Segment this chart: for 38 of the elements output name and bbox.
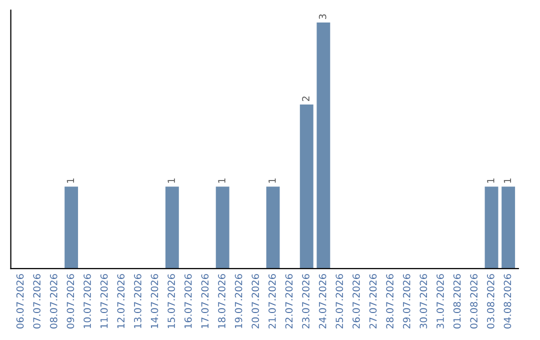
data-label: 3 — [318, 14, 326, 19]
x-tick-label: 14.07.2026 — [150, 274, 158, 328]
x-tick-label: 19.07.2026 — [234, 274, 242, 328]
x-tick-label: 27.07.2026 — [369, 274, 377, 328]
x-tick-label: 18.07.2026 — [218, 274, 226, 328]
data-label: 1 — [218, 178, 226, 183]
x-tick-label: 03.08.2026 — [486, 274, 494, 328]
x-tick-label: 04.08.2026 — [504, 274, 512, 328]
x-tick-label: 02.08.2026 — [470, 274, 478, 328]
data-label: 1 — [504, 178, 511, 183]
x-tick-label: 21.07.2026 — [268, 274, 276, 328]
x-tick-label: 25.07.2026 — [336, 274, 344, 328]
x-tick-label: 11.07.2026 — [100, 274, 108, 328]
x-tick-label: 06.07.2026 — [16, 274, 24, 328]
x-tick-label: 22.07.2026 — [285, 274, 293, 328]
x-tick-label: 23.07.2026 — [302, 274, 310, 328]
x-tick-label: 30.07.2026 — [420, 274, 428, 328]
x-tick-label: 20.07.2026 — [252, 274, 260, 328]
data-label: 2 — [302, 96, 310, 102]
x-tick-label: 07.07.2026 — [33, 274, 41, 328]
x-tick-label: 15.07.2026 — [168, 274, 175, 328]
x-tick-label: 10.07.2026 — [84, 274, 91, 328]
data-label: 1 — [268, 178, 276, 183]
x-tick-label: 01.08.2026 — [453, 274, 461, 328]
x-tick-label: 13.07.2026 — [134, 274, 142, 328]
x-tick-label: 17.07.2026 — [201, 274, 209, 328]
x-tick-label: 12.07.2026 — [117, 274, 125, 328]
x-tick-label: 28.07.2026 — [386, 274, 394, 328]
data-label: 1 — [66, 178, 74, 183]
data-label: 1 — [487, 178, 494, 183]
x-tick-label: 08.07.2026 — [50, 274, 58, 328]
x-tick-label: 31.07.2026 — [436, 274, 444, 328]
x-tick-label: 09.07.2026 — [66, 274, 74, 328]
data-label: 1 — [168, 178, 175, 183]
x-tick-label: 24.07.2026 — [318, 274, 326, 328]
x-tick-label: 16.07.2026 — [184, 274, 192, 328]
x-tick-label: 29.07.2026 — [402, 274, 410, 328]
x-tick-label: 26.07.2026 — [352, 274, 360, 328]
